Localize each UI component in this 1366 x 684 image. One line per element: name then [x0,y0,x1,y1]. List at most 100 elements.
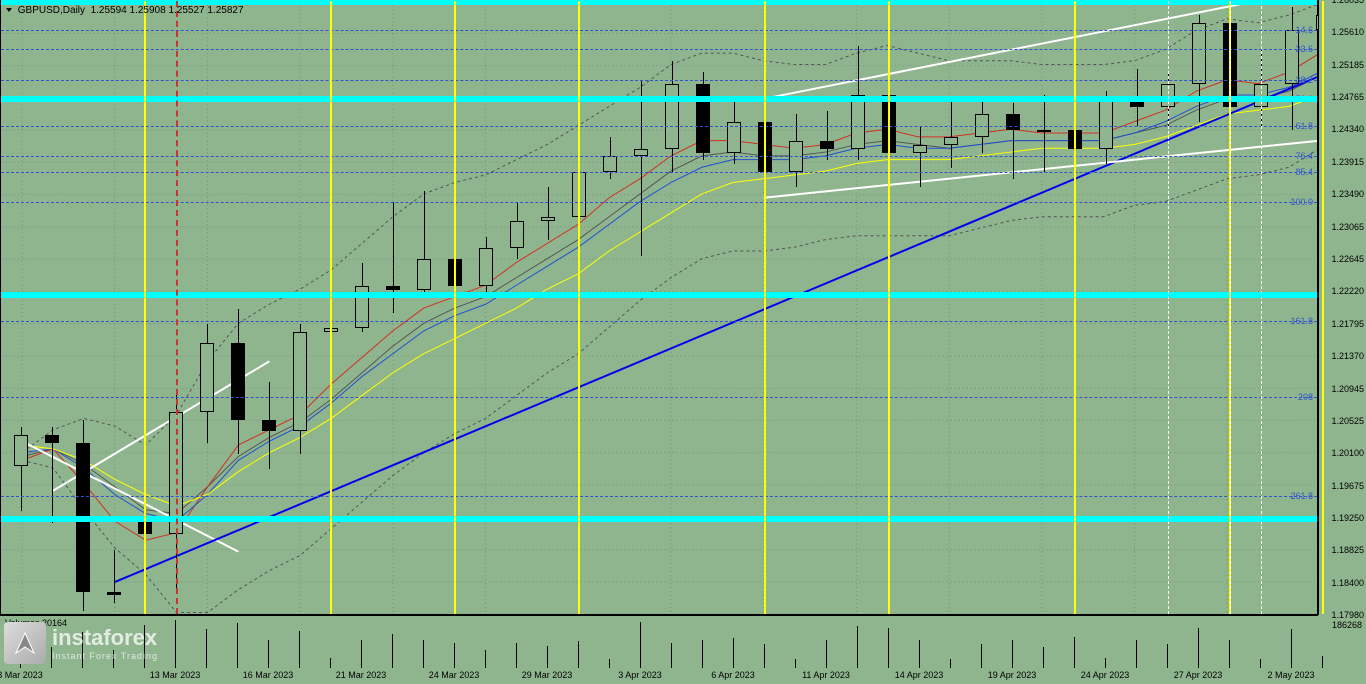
volume-bar [175,620,176,668]
logo-title: instaforex [52,625,158,651]
candle-body [944,137,958,145]
volume-bar [795,659,796,668]
date-tick: 29 Mar 2023 [522,670,573,680]
candle-body [913,145,927,153]
volume-bar [268,640,269,669]
candle-body [293,332,307,431]
fib-label: 161.8 [1290,316,1313,326]
volume-bar [423,640,424,669]
fib-label: 85.4 [1295,167,1313,177]
yellow-vertical [330,1,332,614]
price-tick: 1.21795 [1331,319,1364,329]
volume-bar [516,643,517,669]
volume-bar [361,640,362,669]
candle-body [262,420,276,431]
volume-bar [857,626,858,668]
date-tick: 16 Mar 2023 [243,670,294,680]
fib-line [1,30,1317,31]
fib-line [1,126,1317,127]
volume-bar [640,622,641,669]
price-tick: 1.24765 [1331,92,1364,102]
price-tick: 1.23915 [1331,157,1364,167]
volume-bar [888,628,889,669]
date-tick: 24 Apr 2023 [1081,670,1130,680]
cyan-price-marker [1,96,1317,102]
candle-body [1192,23,1206,84]
yellow-vertical [764,1,766,614]
volume-panel[interactable]: Volumes 20164 186268 3 Mar 202313 Mar 20… [0,615,1318,668]
red-dotted-vertical [176,1,178,614]
fib-label: 261.8 [1290,491,1313,501]
date-tick: 3 Mar 2023 [0,670,43,680]
grid-overlay [1,1,1317,614]
volume-bar [1074,637,1075,669]
date-tick: 19 Apr 2023 [988,670,1037,680]
candle-body [820,141,834,149]
volume-max-label: 186268 [1332,620,1362,630]
fib-line [1,80,1317,81]
volume-bar [1322,656,1323,668]
chart-title: GBPUSD,Daily 1.25594 1.25908 1.25527 1.2… [6,5,244,16]
volume-bar [454,643,455,669]
fib-line [1,397,1317,398]
candle-body [1099,99,1113,149]
fib-line [1,156,1317,157]
candle-body [851,95,865,148]
volume-bar [826,640,827,669]
candle-wick [827,111,828,161]
volume-bar [547,646,548,669]
fib-line [1,496,1317,497]
date-axis: 3 Mar 2023 13 Mar 2023 16 Mar 2023 21 Mar 2… [0,670,1318,684]
candle-wick [548,187,549,240]
candle-wick [1044,95,1045,171]
candle-body [107,592,121,596]
candle-body [200,343,214,412]
cyan-price-marker [1,516,1317,522]
yellow-vertical [888,1,890,614]
fib-line [1,321,1317,322]
price-tick: 1.18825 [1331,545,1364,555]
price-tick: 1.20100 [1331,448,1364,458]
price-tick: 1.24340 [1331,124,1364,134]
fib-line [1,49,1317,50]
yellow-vertical [1322,1,1324,614]
white-dotted-vertical [1168,1,1169,614]
yellow-vertical [454,1,456,614]
logo-icon [4,622,46,664]
date-tick: 24 Mar 2023 [429,670,480,680]
price-tick: 1.22645 [1331,254,1364,264]
candle-body [1037,130,1051,132]
fib-label: 100.0 [1290,197,1313,207]
volume-bar [1198,628,1199,669]
date-tick: 2 May 2023 [1267,670,1314,680]
candle-body [417,259,431,290]
date-tick: 21 Mar 2023 [336,670,387,680]
logo-subtitle: Instant Forex Trading [52,651,158,661]
volume-bar [1229,640,1230,669]
volume-bar [764,644,765,668]
price-tick: 1.23490 [1331,189,1364,199]
date-tick: 13 Mar 2023 [150,670,201,680]
price-tick: 1.26035 [1331,0,1364,5]
cyan-price-marker [1,292,1317,298]
volume-bar [919,640,920,669]
price-tick: 1.20525 [1331,416,1364,426]
candle-body [634,149,648,157]
price-tick: 1.19675 [1331,481,1364,491]
volume-bar [671,643,672,669]
fib-label: 38.2 [1295,75,1313,85]
symbol-label: GBPUSD,Daily [18,5,85,16]
white-dotted-vertical [1230,1,1231,614]
price-tick: 1.20945 [1331,384,1364,394]
chevron-down-icon[interactable] [6,8,12,12]
price-tick: 1.19250 [1331,513,1364,523]
chart-main-area[interactable]: GBPUSD,Daily 1.25594 1.25908 1.25527 1.2… [0,0,1318,615]
price-tick: 1.23065 [1331,222,1364,232]
volume-bar [1260,659,1261,668]
price-tick: 1.22220 [1331,286,1364,296]
price-tick: 1.25610 [1331,27,1364,37]
date-tick: 11 Apr 2023 [802,670,850,680]
volume-bar [1167,644,1168,668]
candle-body [386,286,400,290]
volume-bar [485,650,486,668]
